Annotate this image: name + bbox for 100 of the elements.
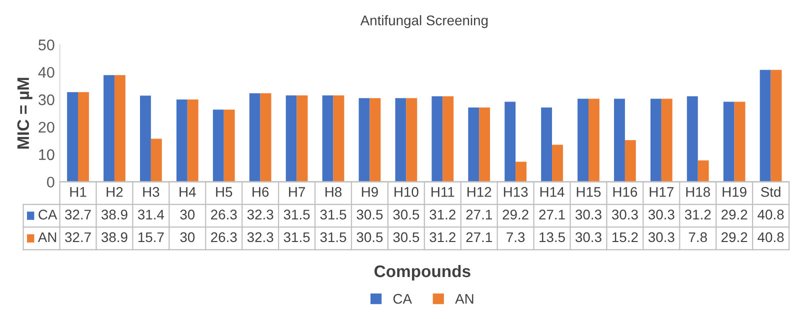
y-axis-title: MIC = µM: [17, 78, 32, 149]
text: AN: [455, 294, 474, 304]
data-label: 30.5: [356, 232, 383, 242]
bar: [686, 96, 698, 182]
data-label: 40.8: [758, 232, 784, 242]
data-label: 13.5: [540, 232, 565, 242]
bar: [723, 102, 734, 182]
bar: [249, 93, 260, 182]
data-label: 7.3: [506, 232, 525, 242]
bar: [212, 110, 224, 182]
x-tick-label: H5: [216, 187, 232, 197]
data-label: 32.3: [247, 232, 274, 242]
data-label: 15.7: [138, 232, 164, 242]
bar: [541, 107, 552, 182]
data-label: 31.2: [430, 232, 456, 242]
data-label: 31.4: [138, 210, 164, 220]
x-tick-label: H17: [650, 187, 674, 197]
bar: [432, 96, 443, 182]
bar: [770, 70, 782, 182]
bar: [224, 110, 235, 182]
data-label: 27.1: [466, 210, 492, 220]
legend-label: AN: [38, 232, 56, 242]
x-tick-label: H3: [143, 187, 160, 197]
chart-title: Antifungal Screening: [360, 15, 488, 28]
x-axis-title: Compounds: [374, 264, 470, 281]
x-tick-label: H1: [70, 187, 86, 197]
bar: [552, 144, 563, 182]
x-tick-label: H6: [252, 187, 269, 197]
bar: [114, 75, 126, 182]
bar: [78, 92, 89, 182]
x-tick-label: H11: [432, 187, 454, 197]
bar: [588, 98, 600, 182]
data-label: 32.7: [65, 232, 91, 242]
data-label: 7.8: [688, 232, 707, 242]
data-label: 30.5: [393, 210, 420, 220]
x-tick-label: H9: [362, 187, 378, 197]
y-tick-label: 50: [38, 40, 54, 50]
x-tick-label: H16: [613, 187, 638, 197]
bar: [67, 92, 78, 182]
data-label: 29.2: [502, 210, 528, 220]
data-label: 30.3: [648, 210, 674, 220]
x-tick-label: H19: [722, 187, 746, 197]
data-label: 30.3: [648, 232, 674, 242]
y-tick-label: 0: [47, 176, 54, 188]
bar: [734, 102, 746, 182]
x-tick-label: H15: [576, 187, 601, 197]
data-label: 26.3: [211, 232, 237, 242]
bar: [698, 160, 709, 182]
bar: [395, 98, 406, 182]
y-tick-label: 20: [38, 122, 54, 133]
bar: [322, 95, 334, 182]
text: CA: [393, 294, 412, 304]
legend-label: CA: [38, 210, 58, 220]
data-label: 30.3: [576, 210, 602, 220]
data-label: 31.2: [430, 210, 456, 220]
x-tick-label: H13: [504, 187, 528, 197]
data-label: 29.2: [722, 232, 748, 242]
bar: [296, 95, 308, 182]
bar: [140, 96, 151, 182]
bar: [661, 98, 672, 182]
x-tick-label: H4: [180, 187, 196, 197]
x-tick-label: H8: [326, 187, 342, 197]
bar: [406, 98, 418, 182]
x-tick-label: H18: [686, 187, 710, 197]
x-tick-label: H12: [467, 187, 492, 197]
data-label: 31.5: [320, 210, 346, 220]
data-label: 38.9: [101, 232, 128, 242]
bar: [614, 98, 625, 182]
data-label: 31.5: [284, 232, 310, 242]
data-label: 30.5: [356, 210, 383, 220]
data-label: 30.5: [393, 232, 420, 242]
bar: [516, 162, 526, 182]
data-label: 40.8: [758, 210, 784, 220]
bar: [624, 140, 636, 182]
data-label: 38.9: [101, 210, 128, 220]
data-label: 27.1: [539, 210, 565, 220]
bar: [176, 100, 188, 182]
x-tick-label: H10: [394, 187, 418, 197]
x-tick-label: H2: [106, 187, 123, 197]
data-label: 30.3: [612, 210, 638, 220]
data-label: 26.3: [211, 210, 237, 220]
bar: [286, 95, 297, 182]
data-label: 31.5: [320, 232, 346, 242]
bar: [578, 98, 588, 182]
bar: [260, 93, 272, 182]
y-tick-label: 10: [39, 149, 54, 160]
bar: [187, 100, 198, 182]
data-label: 30: [180, 232, 195, 242]
data-label: 31.2: [684, 210, 711, 220]
data-label: 32.3: [247, 210, 274, 220]
data-label: 32.7: [65, 210, 91, 220]
bar: [442, 96, 454, 182]
bar: [104, 75, 114, 182]
bar: [650, 98, 662, 182]
bar: [479, 107, 490, 182]
x-tick-label: H7: [289, 187, 305, 197]
x-tick-label: Std: [761, 186, 780, 197]
bar: [150, 138, 162, 182]
bar: [468, 107, 480, 182]
data-label: 15.2: [612, 232, 638, 242]
